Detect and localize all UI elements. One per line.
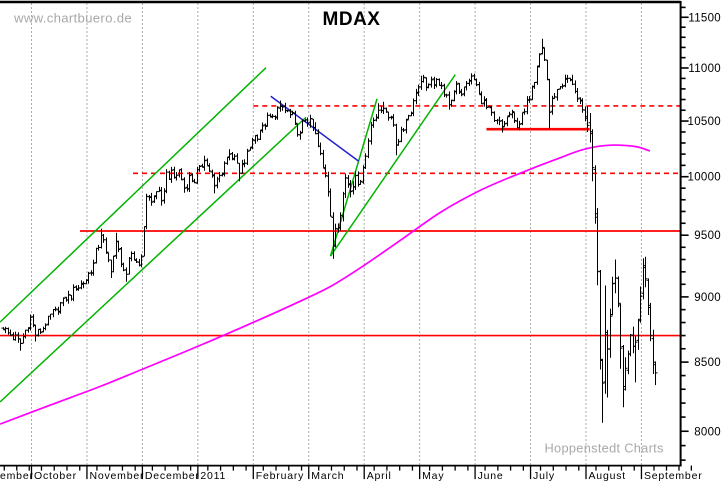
y-axis-label: 8000	[694, 426, 721, 438]
watermark-chartbuero: www.chartbuero.de	[13, 11, 132, 26]
month-label: October	[34, 470, 77, 482]
month-label: August	[589, 470, 627, 482]
y-axis-label: 11500	[688, 12, 721, 24]
month-label: July	[533, 470, 555, 482]
trend-line-green	[0, 116, 307, 403]
y-axis-label: 10000	[688, 172, 721, 184]
watermark-hoppenstedt: Hoppenstedt Charts	[545, 441, 664, 456]
month-label: November	[89, 470, 144, 482]
month-label: December	[145, 470, 200, 482]
y-axis-label: 9000	[694, 292, 721, 304]
trend-line-green	[0, 67, 267, 323]
y-axis-label: 10500	[688, 116, 721, 128]
month-label: ember	[0, 470, 34, 482]
ohlc-price-bars	[1, 38, 658, 423]
moving-average-line	[0, 144, 651, 425]
trend-line-green	[329, 74, 456, 257]
y-axis-label: 8500	[694, 357, 721, 369]
month-label: March	[311, 470, 344, 482]
y-axis-label: 9500	[694, 230, 721, 242]
month-label: June	[478, 470, 504, 482]
month-label: February	[256, 470, 304, 482]
month-label: April	[367, 470, 392, 482]
month-label: September	[644, 470, 703, 482]
month-label: May	[422, 470, 444, 482]
month-label: 2011	[200, 470, 226, 482]
y-axis-label: 11000	[688, 63, 721, 75]
chart-title: MDAX	[323, 9, 381, 30]
